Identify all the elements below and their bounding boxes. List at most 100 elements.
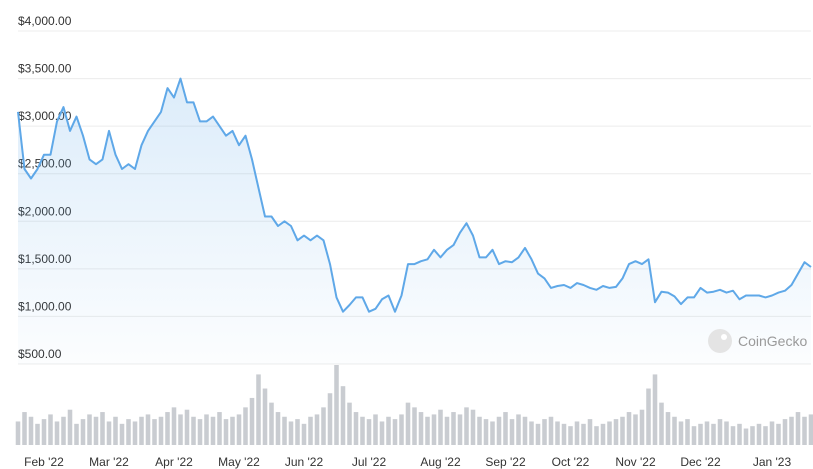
volume-bar: [373, 414, 378, 445]
volume-bar: [41, 419, 47, 445]
volume-bar: [490, 421, 495, 445]
volume-bar: [321, 407, 326, 445]
volume-bar: [100, 412, 105, 445]
volume-bar: [74, 423, 79, 445]
volume-bar: [776, 423, 781, 445]
volume-bar: [561, 423, 567, 445]
volume-bar: [574, 421, 580, 445]
x-tick-label: Jan '23: [753, 455, 792, 469]
volume-bar: [139, 416, 144, 445]
volume-bar: [269, 402, 274, 445]
volume-bar: [529, 421, 534, 445]
volume-bar: [652, 374, 658, 445]
price-area: [18, 78, 811, 364]
volume-bar: [399, 414, 404, 445]
volume-bar: [197, 419, 203, 445]
volume-bar: [568, 426, 573, 445]
volume-bar: [282, 416, 287, 445]
volume-bar: [457, 414, 463, 445]
volume-bar: [126, 419, 131, 445]
volume-bar: [61, 416, 66, 445]
volume-bar: [80, 419, 86, 445]
volume-bar: [522, 416, 528, 445]
volume-bar: [483, 419, 489, 445]
volume-bar: [412, 407, 417, 445]
volume-bar: [477, 416, 482, 445]
volume-bar: [789, 416, 794, 445]
volume-bar: [262, 388, 268, 445]
x-tick-label: Jun '22: [285, 455, 324, 469]
volume-bar: [386, 416, 391, 445]
volume-bar: [184, 409, 190, 445]
volume-bar: [730, 426, 736, 445]
volume-bar: [93, 416, 99, 445]
volume-bar: [464, 407, 469, 445]
y-tick-label: $4,000.00: [18, 14, 72, 28]
volume-bar: [152, 419, 157, 445]
volume-bar: [750, 426, 755, 445]
volume-bar: [236, 414, 242, 445]
volume-bar: [334, 365, 339, 445]
volume-bar: [35, 423, 40, 445]
x-tick-label: Oct '22: [552, 455, 590, 469]
volume-bar: [665, 412, 671, 445]
volume-bar: [587, 419, 593, 445]
x-tick-label: Dec '22: [680, 455, 721, 469]
volume-bar: [67, 409, 73, 445]
watermark-text: CoinGecko: [738, 333, 807, 349]
volume-bar: [106, 421, 112, 445]
volume-bar: [496, 416, 502, 445]
volume-bar: [581, 423, 586, 445]
volume-bar: [15, 421, 21, 445]
watermark-eye: [721, 334, 727, 340]
volume-bar: [275, 412, 281, 445]
volume-bar: [48, 414, 53, 445]
volume-bar: [353, 412, 359, 445]
volume-bar: [646, 388, 651, 445]
volume-bar: [717, 419, 723, 445]
volume-bar: [600, 423, 606, 445]
volume-bar: [256, 374, 261, 445]
volume-bar: [22, 412, 27, 445]
volume-bar: [678, 421, 684, 445]
volume-bar: [210, 416, 216, 445]
volume-bar: [418, 412, 424, 445]
volume-bar: [542, 419, 547, 445]
volume-bar: [379, 421, 385, 445]
x-tick-label: Feb '22: [24, 455, 64, 469]
volume-bar: [509, 419, 515, 445]
volume-bar: [704, 421, 710, 445]
volume-bar: [301, 423, 307, 445]
volume-bar: [659, 402, 664, 445]
volume-bar: [119, 423, 125, 445]
volume-bar: [808, 414, 813, 445]
volume-bar: [711, 423, 716, 445]
volume-bar: [672, 416, 677, 445]
volume-bar: [54, 421, 60, 445]
volume-bar: [763, 426, 768, 445]
volume-bar: [230, 416, 235, 445]
volume-bar: [392, 419, 398, 445]
volume-bar: [243, 407, 248, 445]
volume-bar: [516, 414, 521, 445]
volume-bar: [795, 412, 801, 445]
x-tick-label: May '22: [218, 455, 260, 469]
volume-bar: [178, 414, 183, 445]
volume-bar: [607, 421, 612, 445]
watermark-icon: [708, 329, 732, 353]
volume-bar: [535, 423, 541, 445]
volume-bar: [295, 419, 300, 445]
volume-bar: [756, 423, 762, 445]
volume-bar: [613, 419, 619, 445]
x-tick-label: Sep '22: [485, 455, 526, 469]
volume-bar: [223, 419, 229, 445]
volume-bar: [28, 416, 34, 445]
volume-bar: [743, 428, 749, 445]
volume-bar: [288, 421, 294, 445]
x-tick-label: Jul '22: [352, 455, 387, 469]
x-tick-label: Aug '22: [420, 455, 461, 469]
volume-bar: [769, 421, 775, 445]
volume-bar: [340, 386, 346, 445]
volume-bar: [314, 414, 320, 445]
volume-bar: [633, 414, 638, 445]
